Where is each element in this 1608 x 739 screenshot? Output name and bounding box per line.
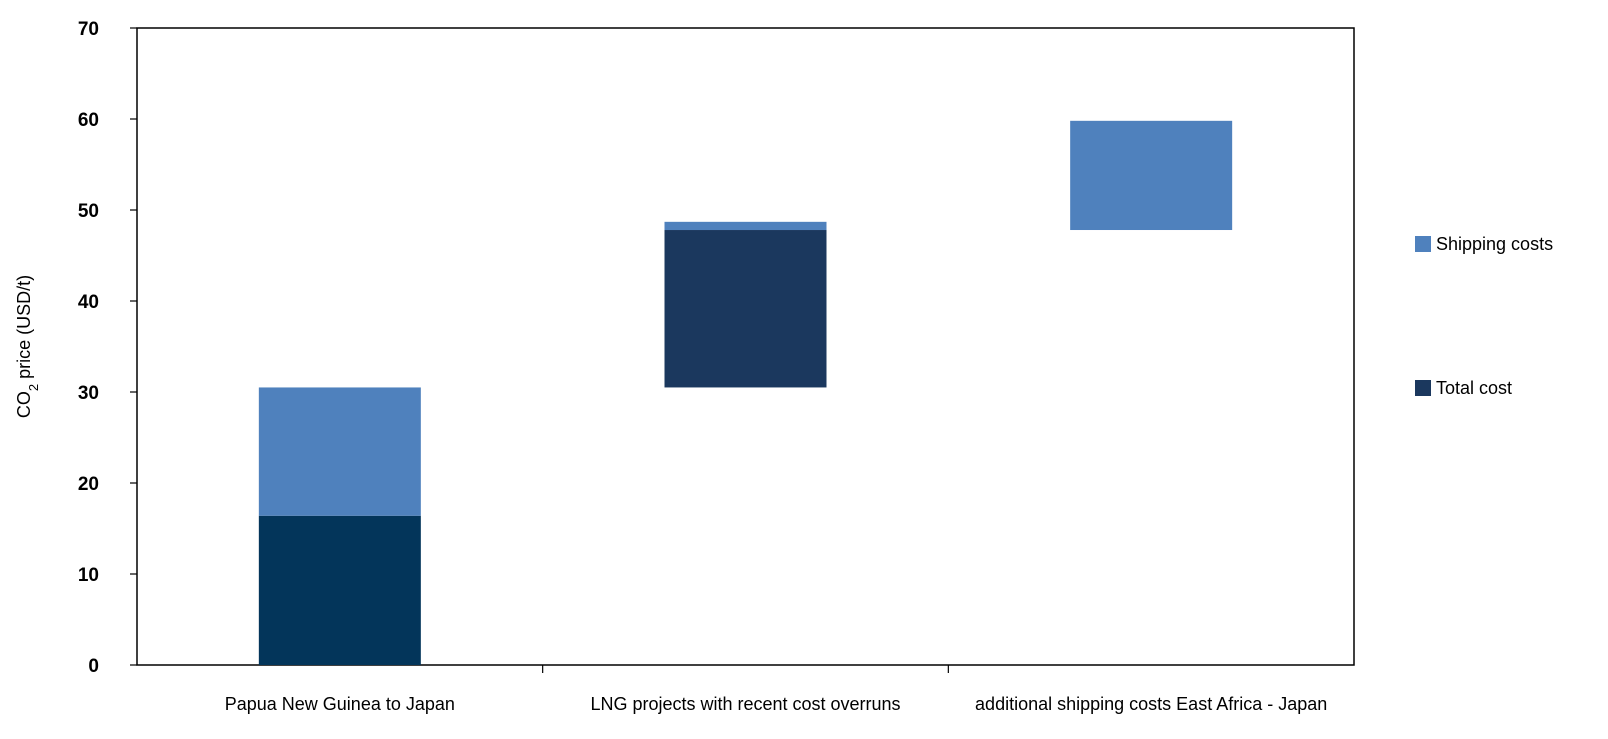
legend-label-shipping-costs: Shipping costs bbox=[1436, 234, 1553, 254]
x-axis: Papua New Guinea to Japan LNG projects wi… bbox=[225, 665, 1327, 714]
y-tick-label: 40 bbox=[78, 292, 99, 313]
legend-swatch-shipping-costs bbox=[1415, 236, 1431, 252]
legend: Shipping costs Total cost bbox=[1415, 234, 1553, 398]
bar-segment-total-cost-0 bbox=[258, 515, 421, 665]
y-tick-label: 0 bbox=[88, 656, 99, 677]
plot-frame bbox=[136, 27, 1355, 666]
y-axis-title: CO2 price (USD/t) bbox=[14, 275, 41, 418]
x-category-label: Papua New Guinea to Japan bbox=[225, 694, 455, 714]
y-axis-title-main: CO bbox=[14, 391, 34, 418]
y-tick-label: 60 bbox=[78, 110, 99, 131]
bar-segment-shipping-costs-2 bbox=[1070, 120, 1233, 231]
x-category-label: LNG projects with recent cost overruns bbox=[590, 694, 900, 714]
y-tick-label: 20 bbox=[78, 474, 99, 495]
x-category-label: additional shipping costs East Africa - … bbox=[975, 694, 1327, 714]
bar-segment-total-cost-1 bbox=[664, 230, 827, 388]
y-axis: 0 10 20 30 40 50 60 70 bbox=[78, 19, 137, 677]
plot-area: 0 10 20 30 40 50 60 70 Papua New Guinea to Japa… bbox=[78, 19, 1355, 714]
legend-label-total-cost: Total cost bbox=[1436, 378, 1512, 398]
y-axis-title-subscript: 2 bbox=[26, 384, 41, 391]
legend-swatch-total-cost bbox=[1415, 380, 1431, 396]
y-tick-label: 50 bbox=[78, 201, 99, 222]
y-tick-label: 70 bbox=[78, 19, 99, 40]
y-tick-label: 10 bbox=[78, 565, 99, 586]
bars bbox=[258, 120, 1233, 665]
bar-segment-shipping-costs-1 bbox=[664, 221, 827, 231]
y-axis-title-rest: price (USD/t) bbox=[14, 275, 34, 384]
y-tick-label: 30 bbox=[78, 383, 99, 404]
bar-segment-shipping-costs-0 bbox=[258, 387, 421, 516]
